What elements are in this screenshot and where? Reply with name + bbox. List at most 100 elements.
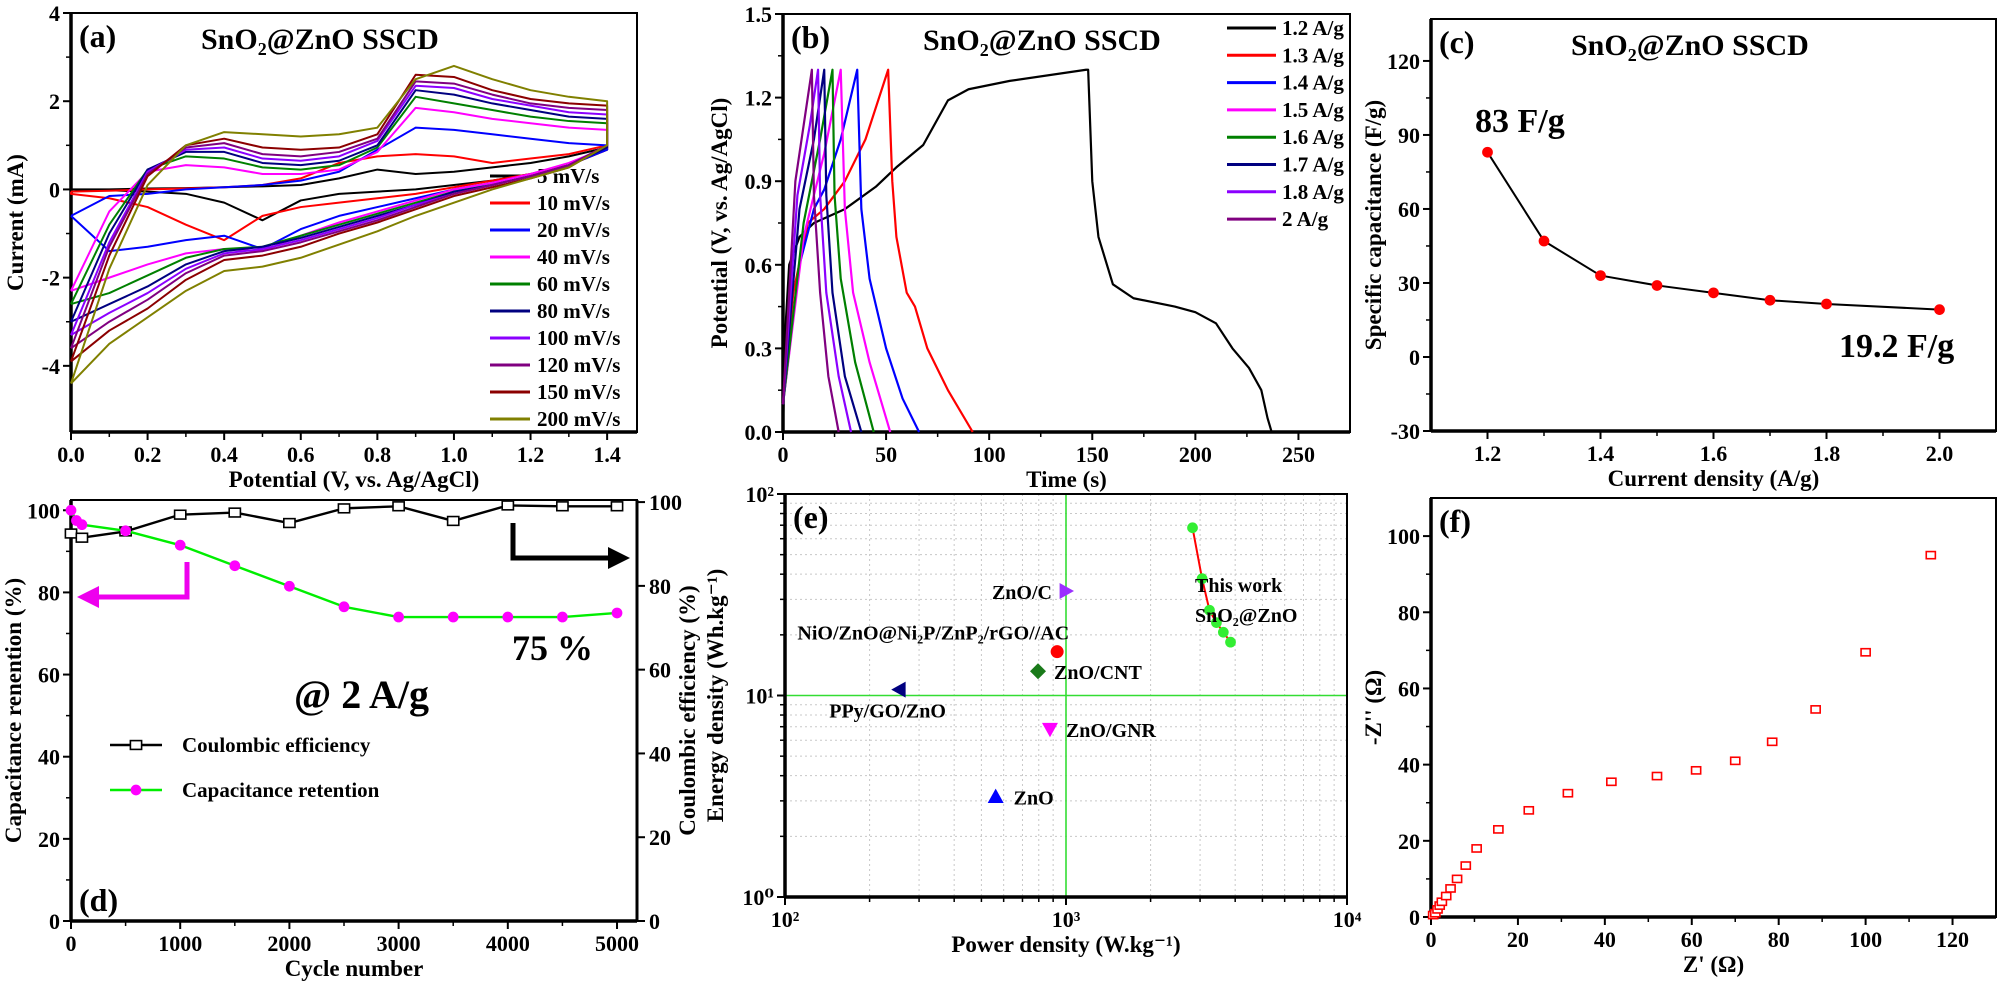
capacitance-retention-point [76,519,88,531]
comparison-point [1059,583,1074,600]
coulombic-efficiency-point [556,501,569,512]
data-point [1764,294,1776,306]
gcd-curve [781,68,974,433]
data-point [1595,270,1606,281]
gcd-curve [781,68,892,433]
legend-label: 20 mV/s [537,218,610,242]
arrow-head-icon [77,586,99,608]
y-tick-label: 120 [1387,49,1420,74]
impedance-point [1729,756,1741,766]
this-work-point [1204,604,1215,616]
impedance-point [1440,891,1452,901]
y-tick-label: 30 [1398,271,1420,296]
arrow-to-left-axis [95,562,190,600]
comparison-point [1041,722,1058,738]
x-tick-label: 1.0 [440,442,468,467]
this-work-point [1217,626,1229,638]
y-tick-label: 60 [1398,197,1420,222]
capacitance-retention-point [611,607,623,619]
y-tick-label: 1.5 [745,2,773,27]
comparison-label: ZnO/GNR [1066,720,1157,742]
capacitance-retention-point [65,504,77,516]
coulombic-efficiency-point [337,503,351,514]
legend-label: 1.6 A/g [1282,125,1344,149]
y-tick-label: 40 [38,745,60,770]
y-axis-title: -Z'' (Ω) [1361,670,1386,745]
x-tick-label: 0.0 [57,442,85,467]
legend-label: 1.8 A/g [1282,180,1344,204]
y-tick-label: 0.6 [745,253,773,278]
y-tick-label: 0.0 [745,420,773,445]
impedance-point [1562,788,1574,798]
capacitance-retention-point [447,611,459,623]
capacitance-line [1486,151,1940,311]
y-tick-label: 0.9 [745,169,773,194]
right-y-tick-label: 80 [649,574,671,599]
y-tick-label: 20 [1398,829,1420,854]
gcd-curve [781,68,840,433]
data-point [1821,298,1832,310]
gcd-curve [781,68,875,433]
capacitance-retention-point [229,560,241,572]
x-tick-label: 3000 [377,931,421,956]
x-tick-label: 5000 [595,931,639,956]
comparison-point [987,788,1004,803]
x-tick-label: 100 [973,442,1006,467]
comparison-point [1050,645,1064,659]
this-work-label: SnO₂@ZnO [1195,605,1297,627]
x-tick-label: 40 [1594,927,1616,952]
x-tick-label: 0.4 [210,442,238,467]
capacitance-retention-point [502,611,514,623]
legend-marker [130,784,142,796]
gcd-curve [781,68,863,433]
y-tick-label: 20 [38,827,60,852]
this-work-point [1211,617,1222,628]
arrow-head-icon [608,547,630,569]
panel-label: (e) [793,499,829,535]
y-tick-label: 80 [1398,600,1420,625]
gcd-curve [781,68,853,433]
data-point [1651,280,1663,291]
impedance-point [1810,705,1821,714]
impedance-point [1445,884,1456,893]
coulombic-efficiency-point [446,515,460,527]
impedance-point [1451,874,1463,884]
x-tick-label: 60 [1681,927,1703,952]
data-point [1708,287,1719,299]
panel-f: 0 20 40 60 80 100 120 0 20 40 60 80 100 Z' (Ω) -Z'' (Ω… [1361,497,1997,977]
y-tick-label: -4 [42,354,60,379]
legend-label: 80 mV/s [537,299,610,323]
x-axis-title: Potential (V, vs. Ag/AgCl) [229,467,480,492]
y-axis-title: Potential (V, vs. Ag/AgCl) [707,98,732,349]
chart-title: SnO₂@ZnO SSCD [923,24,1161,57]
right-y-tick-label: 20 [649,825,671,850]
this-work-label: This work [1195,575,1283,597]
y-tick-label: 0 [1409,345,1420,370]
y-tick-label: -2 [42,266,60,291]
capacitance-retention-point [393,611,404,623]
y-tick-label: 60 [1398,676,1420,701]
legend-label: 1.2 A/g [1282,16,1344,40]
legend-label: 1.3 A/g [1282,43,1344,67]
panel-label: (d) [79,882,118,918]
legend-label: 2 A/g [1282,207,1329,231]
x-tick-label: 2.0 [1926,441,1954,466]
right-y-axis-title: Coulombic efficiency (%) [675,585,700,835]
y-tick-label: 10¹ [745,684,774,709]
y-axis-title: Specific capacitance (F/g) [1361,100,1386,350]
x-tick-label: 10² [771,907,800,932]
right-y-tick-label: 60 [649,658,671,683]
y-tick-label: 10² [745,482,774,507]
retention-annotation: 75 % [512,628,593,668]
coulombic-efficiency-point [228,507,242,518]
right-y-tick-label: 0 [649,909,660,934]
x-tick-label: 100 [1849,927,1882,952]
y-tick-label: 80 [38,580,60,605]
x-tick-label: 1.2 [1474,441,1502,466]
x-tick-label: 2000 [267,931,311,956]
comparison-label: ZnO/CNT [1054,662,1142,684]
y-tick-label: 100 [1387,524,1420,549]
comparison-label: NiO/ZnO@Ni₂P/ZnP₂/rGO//AC [797,623,1069,645]
x-tick-label: 200 [1179,442,1212,467]
